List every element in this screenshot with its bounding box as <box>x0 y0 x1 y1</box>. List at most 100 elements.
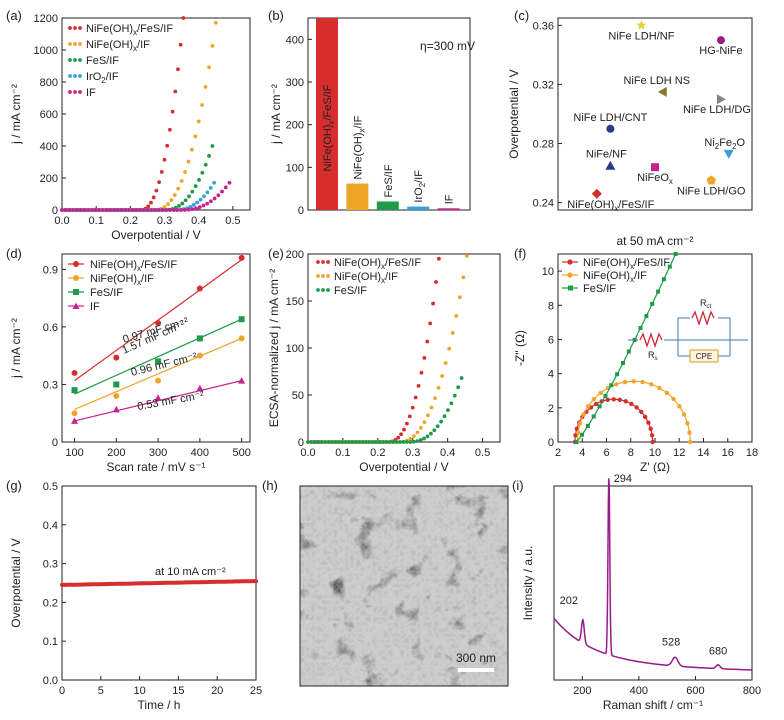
x-tick-label: 0 <box>59 685 65 697</box>
x-tick-label: 400 <box>630 685 648 697</box>
data-point <box>216 193 221 198</box>
data-point <box>67 208 72 212</box>
data-point <box>629 401 634 407</box>
data-point <box>396 435 401 440</box>
legend-label: NiFe(OH)x/FeS/IF <box>334 257 421 271</box>
data-point <box>447 346 452 351</box>
legend-label: NiFe(OH)x/IF <box>86 39 150 53</box>
data-point <box>405 421 409 426</box>
data-point <box>112 405 120 413</box>
data-point <box>187 194 191 199</box>
data-point <box>367 440 372 444</box>
x-tick-label: 300 <box>149 447 167 459</box>
panel-label: (a) <box>6 8 22 23</box>
data-point <box>138 208 143 212</box>
panel-f: (f)at 50 mA cm⁻²2 4 6 8 10 12 14 16 180246810Z' … <box>513 234 758 474</box>
data-point <box>377 440 382 444</box>
data-point <box>650 439 655 445</box>
data-point <box>677 404 682 409</box>
data-point <box>454 313 459 318</box>
legend-marker <box>78 26 82 30</box>
data-point <box>208 199 213 204</box>
y-axis-label: j / mA cm⁻² <box>9 318 23 379</box>
legend-label: NiFe(OH)x/FeS/IF <box>583 257 670 271</box>
data-point <box>183 198 188 203</box>
data-point <box>212 196 217 201</box>
data-point <box>119 208 124 212</box>
y-tick-label: 0 <box>298 205 304 217</box>
legend-marker <box>73 261 79 267</box>
y-axis-label: Overpotential / V <box>507 69 521 158</box>
data-point <box>585 423 590 428</box>
data-point <box>181 16 186 20</box>
x-tick-label: 0.0 <box>300 447 315 459</box>
data-point <box>435 424 440 429</box>
data-point <box>603 393 608 398</box>
data-point <box>687 430 692 435</box>
data-point <box>74 208 79 212</box>
data-point <box>115 208 120 212</box>
data-point <box>203 162 208 167</box>
peak-label: 202 <box>560 595 578 607</box>
y-tick-label: 6 <box>548 334 554 346</box>
legend-marker <box>568 285 573 291</box>
data-point <box>165 143 170 148</box>
data-point <box>238 316 245 323</box>
data-point <box>408 440 413 444</box>
legend-marker <box>68 74 72 78</box>
point-label: HG-NiFe <box>699 45 742 57</box>
y-tick-label: 400 <box>286 34 304 46</box>
y-tick-label: 100 <box>286 162 304 174</box>
legend-label: IrO2/IF <box>86 71 119 85</box>
data-point <box>416 383 421 388</box>
y-tick-label: 600 <box>40 109 58 121</box>
bar-label: NiFe(OH)x/IF <box>352 115 366 179</box>
data-point <box>574 440 579 444</box>
x-tick-label: 10 <box>649 447 661 459</box>
data-point <box>591 396 597 402</box>
panel-label: (d) <box>6 246 22 261</box>
data-point <box>464 253 469 258</box>
data-point <box>164 208 169 212</box>
y-tick-label: 200 <box>40 173 58 185</box>
data-point <box>605 160 616 170</box>
data-point <box>574 426 580 431</box>
x-tick-label: 2 <box>555 447 561 459</box>
legend-marker <box>78 58 82 62</box>
data-point <box>575 430 581 435</box>
data-point <box>156 208 161 212</box>
data-point <box>196 285 203 292</box>
x-tick-label: 18 <box>746 447 758 459</box>
data-point <box>597 404 602 409</box>
data-point <box>433 396 437 401</box>
plot-frame <box>557 17 753 211</box>
data-point <box>626 349 631 354</box>
y-axis-label: Overpotential / V <box>9 538 23 627</box>
panel-label: (h) <box>262 478 278 493</box>
y-axis-label: Intensity / a.u. <box>521 546 535 621</box>
legend-marker <box>73 58 77 62</box>
x-axis-label: Raman shift / cm⁻¹ <box>603 698 703 712</box>
data-point <box>175 208 180 212</box>
data-point <box>89 208 94 212</box>
data-point <box>422 420 427 425</box>
data-point <box>452 393 457 398</box>
circuit-inset: CPE Rs Rct <box>628 298 748 363</box>
data-point <box>86 208 90 212</box>
legend-marker <box>73 42 77 46</box>
data-point <box>415 430 420 435</box>
data-point <box>687 439 693 445</box>
data-point <box>418 438 423 442</box>
x-tick-label: 0.3 <box>157 215 172 227</box>
data-point <box>71 208 76 212</box>
y-tick-label: 150 <box>286 296 304 308</box>
resistor-bg <box>690 311 718 325</box>
data-point <box>168 208 172 212</box>
peak-label: 680 <box>709 646 727 658</box>
data-point <box>212 180 217 185</box>
data-point <box>631 379 636 384</box>
data-point <box>591 188 602 199</box>
bar-label: IrO2/IF <box>413 170 427 203</box>
resistor-rs <box>639 331 663 349</box>
data-point <box>353 440 358 444</box>
